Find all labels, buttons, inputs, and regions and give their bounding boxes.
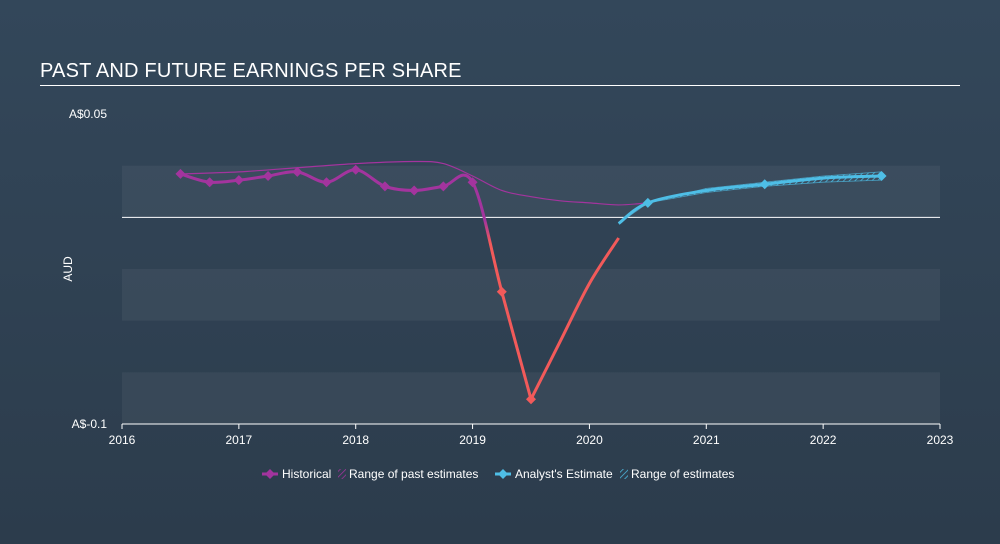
estimate-point [642,197,653,208]
x-tick-label: 2018 [342,433,369,447]
historical-point [379,181,390,192]
legend-swatch-hatch [620,469,628,479]
x-tick-label: 2023 [927,433,954,447]
historical-point [292,166,303,177]
estimate-point [759,179,770,190]
legend: Historical Range of past estimates Analyst… [262,467,734,481]
historical-point [175,168,186,179]
historical-point [321,177,332,188]
grid-bands [122,165,940,424]
y-tick-label: A$0.05 [69,107,107,121]
title-divider [40,85,960,86]
x-tick-label: 2022 [810,433,837,447]
legend-swatch-diamond [265,469,275,479]
legend-label: Range of estimates [631,467,734,481]
historical-point [526,394,536,405]
historical-point [350,164,361,175]
legend-label: Historical [282,467,331,481]
historical-point [263,171,274,181]
x-tick-label: 2016 [109,433,136,447]
y-tick-label: A$-0.1 [72,417,108,431]
y-axis-label: AUD [61,256,75,282]
historical-point [233,175,244,186]
historical-point [409,185,420,196]
estimate-point [876,171,887,181]
grid-band [122,269,940,321]
x-tick-label: 2017 [226,433,253,447]
x-tick-label: 2020 [576,433,603,447]
legend-swatch-hatch [338,469,346,479]
grid-band [122,165,940,218]
chart-title: PAST AND FUTURE EARNINGS PER SHARE [40,60,462,82]
historical-point [204,177,215,188]
legend-swatch-diamond [498,469,508,479]
analyst-estimate-line [617,174,882,225]
legend-label: Range of past estimates [349,467,478,481]
historical-point [438,181,449,192]
x-tick-label: 2021 [693,433,720,447]
historical-point [467,177,478,188]
legend-label: Analyst's Estimate [515,467,613,481]
x-tick-label: 2019 [459,433,486,447]
recovery-curve [529,237,620,400]
historical-point [496,286,507,297]
series-layer [175,160,887,405]
axes: A$0.05 A$-0.1 AUD 2016 2017 2018 2019 2020 2021 2… [61,107,954,447]
